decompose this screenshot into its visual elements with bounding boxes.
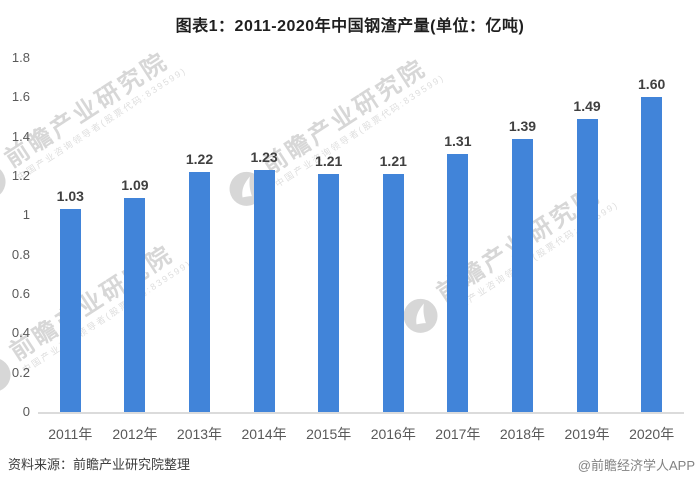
y-tick-label: 0.8 <box>11 246 30 262</box>
bar <box>447 154 469 412</box>
x-tick-label: 2016年 <box>370 426 416 442</box>
x-tick-label: 2019年 <box>564 426 610 442</box>
y-tick-label: 1.6 <box>11 89 30 105</box>
x-tick-label: 2013年 <box>176 426 223 442</box>
bar-value-label: 1.23 <box>250 149 278 166</box>
chart-title: 图表1：2011-2020年中国钢渣产量(单位：亿吨) <box>175 18 525 35</box>
bar-value-label: 1.21 <box>379 153 407 170</box>
x-tick-label: 2014年 <box>241 426 287 442</box>
bar-column: 1.31 <box>426 58 491 412</box>
plot-area: 1.03 1.09 1.22 1.23 1.21 1.21 1.31 1.39 1.49 1.60 <box>38 58 684 414</box>
y-tick-label: 1.8 <box>11 50 30 65</box>
x-tick-label: 2018年 <box>499 426 546 442</box>
y-tick-label: 1.2 <box>11 168 30 183</box>
bar <box>188 172 210 412</box>
source-note: 资料来源：前瞻产业研究院整理 <box>8 457 191 472</box>
bar-column: 1.49 <box>555 58 620 412</box>
y-tick-label: 0.6 <box>11 286 30 301</box>
bar-column: 1.23 <box>232 58 297 412</box>
bars-row: 1.03 1.09 1.22 1.23 1.21 1.21 1.31 1.39 1.49 1.60 <box>38 58 684 412</box>
bar-value-label: 1.60 <box>638 76 666 93</box>
x-tick-label: 2017年 <box>435 426 481 442</box>
x-tick-label: 2011年 <box>48 426 93 442</box>
bar-column: 1.39 <box>490 58 555 412</box>
bar-column: 1.22 <box>167 58 232 412</box>
bar-value-label: 1.09 <box>121 176 149 193</box>
bar <box>382 174 404 412</box>
bar-column: 1.21 <box>296 58 361 412</box>
bar-column: 1.21 <box>361 58 426 412</box>
bar-value-label: 1.49 <box>573 97 601 114</box>
y-tick-label: 1 <box>22 207 30 223</box>
x-tick-label: 2020年 <box>629 426 675 442</box>
bar <box>576 118 598 412</box>
credit-note: @前瞻经济学人APP <box>577 458 695 473</box>
x-tick-label: 2012年 <box>112 426 158 442</box>
bar <box>318 174 340 412</box>
bar <box>253 170 275 412</box>
y-axis: 0 0.2 0.4 0.6 0.8 1 1.2 1.4 1.6 1.8 <box>0 50 30 419</box>
bar-column: 1.03 <box>38 58 103 412</box>
bar <box>59 209 81 412</box>
bar-value-label: 1.39 <box>508 117 537 134</box>
bar-value-label: 1.03 <box>56 188 84 205</box>
y-tick-label: 0.2 <box>11 364 30 380</box>
y-tick-label: 0.4 <box>11 325 30 341</box>
x-axis-baseline <box>38 412 684 414</box>
x-axis-row: 2011年 2012年 2013年 2014年 2015年 2016年 2017年 2018年… <box>38 424 684 444</box>
bar-value-label: 1.31 <box>444 133 472 150</box>
x-tick-label: 2015年 <box>306 426 352 442</box>
bar-column: 1.60 <box>619 58 684 412</box>
y-tick-label: 1.4 <box>11 128 30 144</box>
bar-value-label: 1.21 <box>315 153 343 170</box>
bar-column: 1.09 <box>103 58 168 412</box>
bar-value-label: 1.22 <box>185 151 214 168</box>
bar <box>511 138 533 412</box>
y-tick-label: 0 <box>22 404 30 419</box>
bar <box>641 97 663 412</box>
bar <box>124 197 146 412</box>
